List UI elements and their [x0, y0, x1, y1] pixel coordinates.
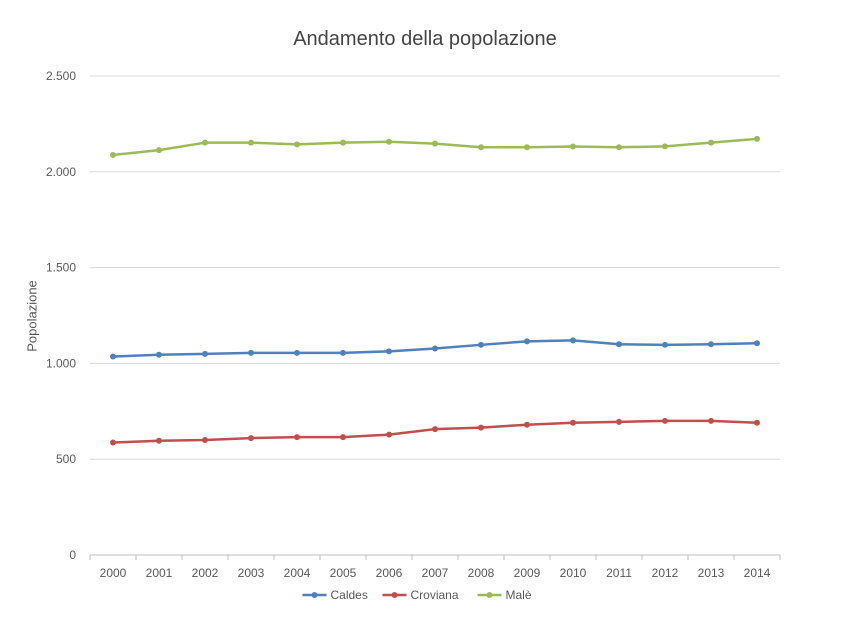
y-tick-label: 500: [56, 452, 76, 466]
data-point: [524, 421, 530, 428]
x-tick-label: 2012: [652, 566, 679, 580]
y-tick-label: 2.500: [46, 69, 76, 83]
data-point: [708, 417, 714, 424]
legend: Caldes Croviana Malè: [302, 588, 532, 602]
data-point: [248, 435, 254, 442]
x-tick-label: 2014: [744, 566, 771, 580]
x-tick-label: 2011: [606, 566, 632, 580]
data-point: [570, 337, 576, 344]
data-point: [110, 353, 116, 360]
data-point: [478, 424, 484, 431]
data-point: [524, 144, 530, 151]
data-point: [294, 434, 300, 441]
data-point: [386, 431, 392, 438]
data-point: [294, 141, 300, 148]
legend-label: Caldes: [331, 588, 368, 602]
x-tick-label: 2013: [698, 566, 725, 580]
data-point: [754, 340, 760, 347]
data-point: [110, 151, 116, 158]
legend-label: Croviana: [411, 588, 459, 602]
axes: 0 500 1.000 1.500 2.000 2.500 2000 2001 2002 2003…: [46, 69, 781, 580]
x-tick-label: 2006: [376, 566, 403, 580]
legend-marker: [311, 592, 318, 598]
x-tick-label: 2009: [514, 566, 541, 580]
data-point: [616, 144, 622, 151]
data-point: [202, 139, 208, 146]
data-point: [156, 147, 162, 154]
data-point: [432, 426, 438, 433]
data-point: [202, 437, 208, 444]
data-point: [570, 143, 576, 150]
legend-marker: [391, 592, 398, 598]
data-point: [708, 139, 714, 146]
x-tick-label: 2004: [284, 566, 311, 580]
y-tick-label: 0: [69, 548, 76, 562]
data-point: [478, 144, 484, 151]
data-point: [110, 439, 116, 446]
data-point: [202, 350, 208, 357]
legend-marker: [486, 592, 493, 598]
data-point: [156, 437, 162, 444]
y-tick-label: 1.500: [46, 261, 76, 275]
x-tick-label: 2005: [330, 566, 357, 580]
data-point: [708, 341, 714, 348]
data-point: [340, 349, 346, 356]
x-tick-label: 2000: [100, 566, 127, 580]
data-point: [754, 419, 760, 426]
data-point: [248, 349, 254, 356]
y-tick-label: 2.000: [46, 165, 76, 179]
legend-label: Malè: [506, 588, 532, 602]
data-point: [754, 135, 760, 142]
legend-item: Malè: [477, 588, 532, 602]
data-point: [386, 138, 392, 145]
series-lines: [110, 135, 760, 446]
data-point: [432, 140, 438, 147]
data-point: [616, 418, 622, 425]
data-point: [662, 417, 668, 424]
data-point: [386, 348, 392, 355]
gridlines: [90, 75, 780, 556]
legend-item: Croviana: [382, 588, 459, 602]
x-tick-label: 2001: [146, 566, 173, 580]
data-point: [478, 341, 484, 348]
data-point: [340, 434, 346, 441]
data-point: [524, 338, 530, 345]
data-point: [662, 143, 668, 150]
legend-item: Caldes: [302, 588, 368, 602]
x-tick-label: 2008: [468, 566, 495, 580]
data-point: [294, 349, 300, 356]
data-point: [662, 341, 668, 348]
data-point: [340, 139, 346, 146]
x-tick-label: 2002: [192, 566, 219, 580]
x-tick-label: 2003: [238, 566, 265, 580]
data-point: [156, 351, 162, 358]
data-point: [248, 139, 254, 146]
chart-title: Andamento della popolazione: [293, 28, 557, 50]
x-tick-label: 2007: [422, 566, 449, 580]
x-tick-label: 2010: [560, 566, 587, 580]
data-point: [570, 419, 576, 426]
data-point: [432, 345, 438, 352]
y-tick-label: 1.000: [46, 356, 76, 370]
data-point: [616, 341, 622, 348]
